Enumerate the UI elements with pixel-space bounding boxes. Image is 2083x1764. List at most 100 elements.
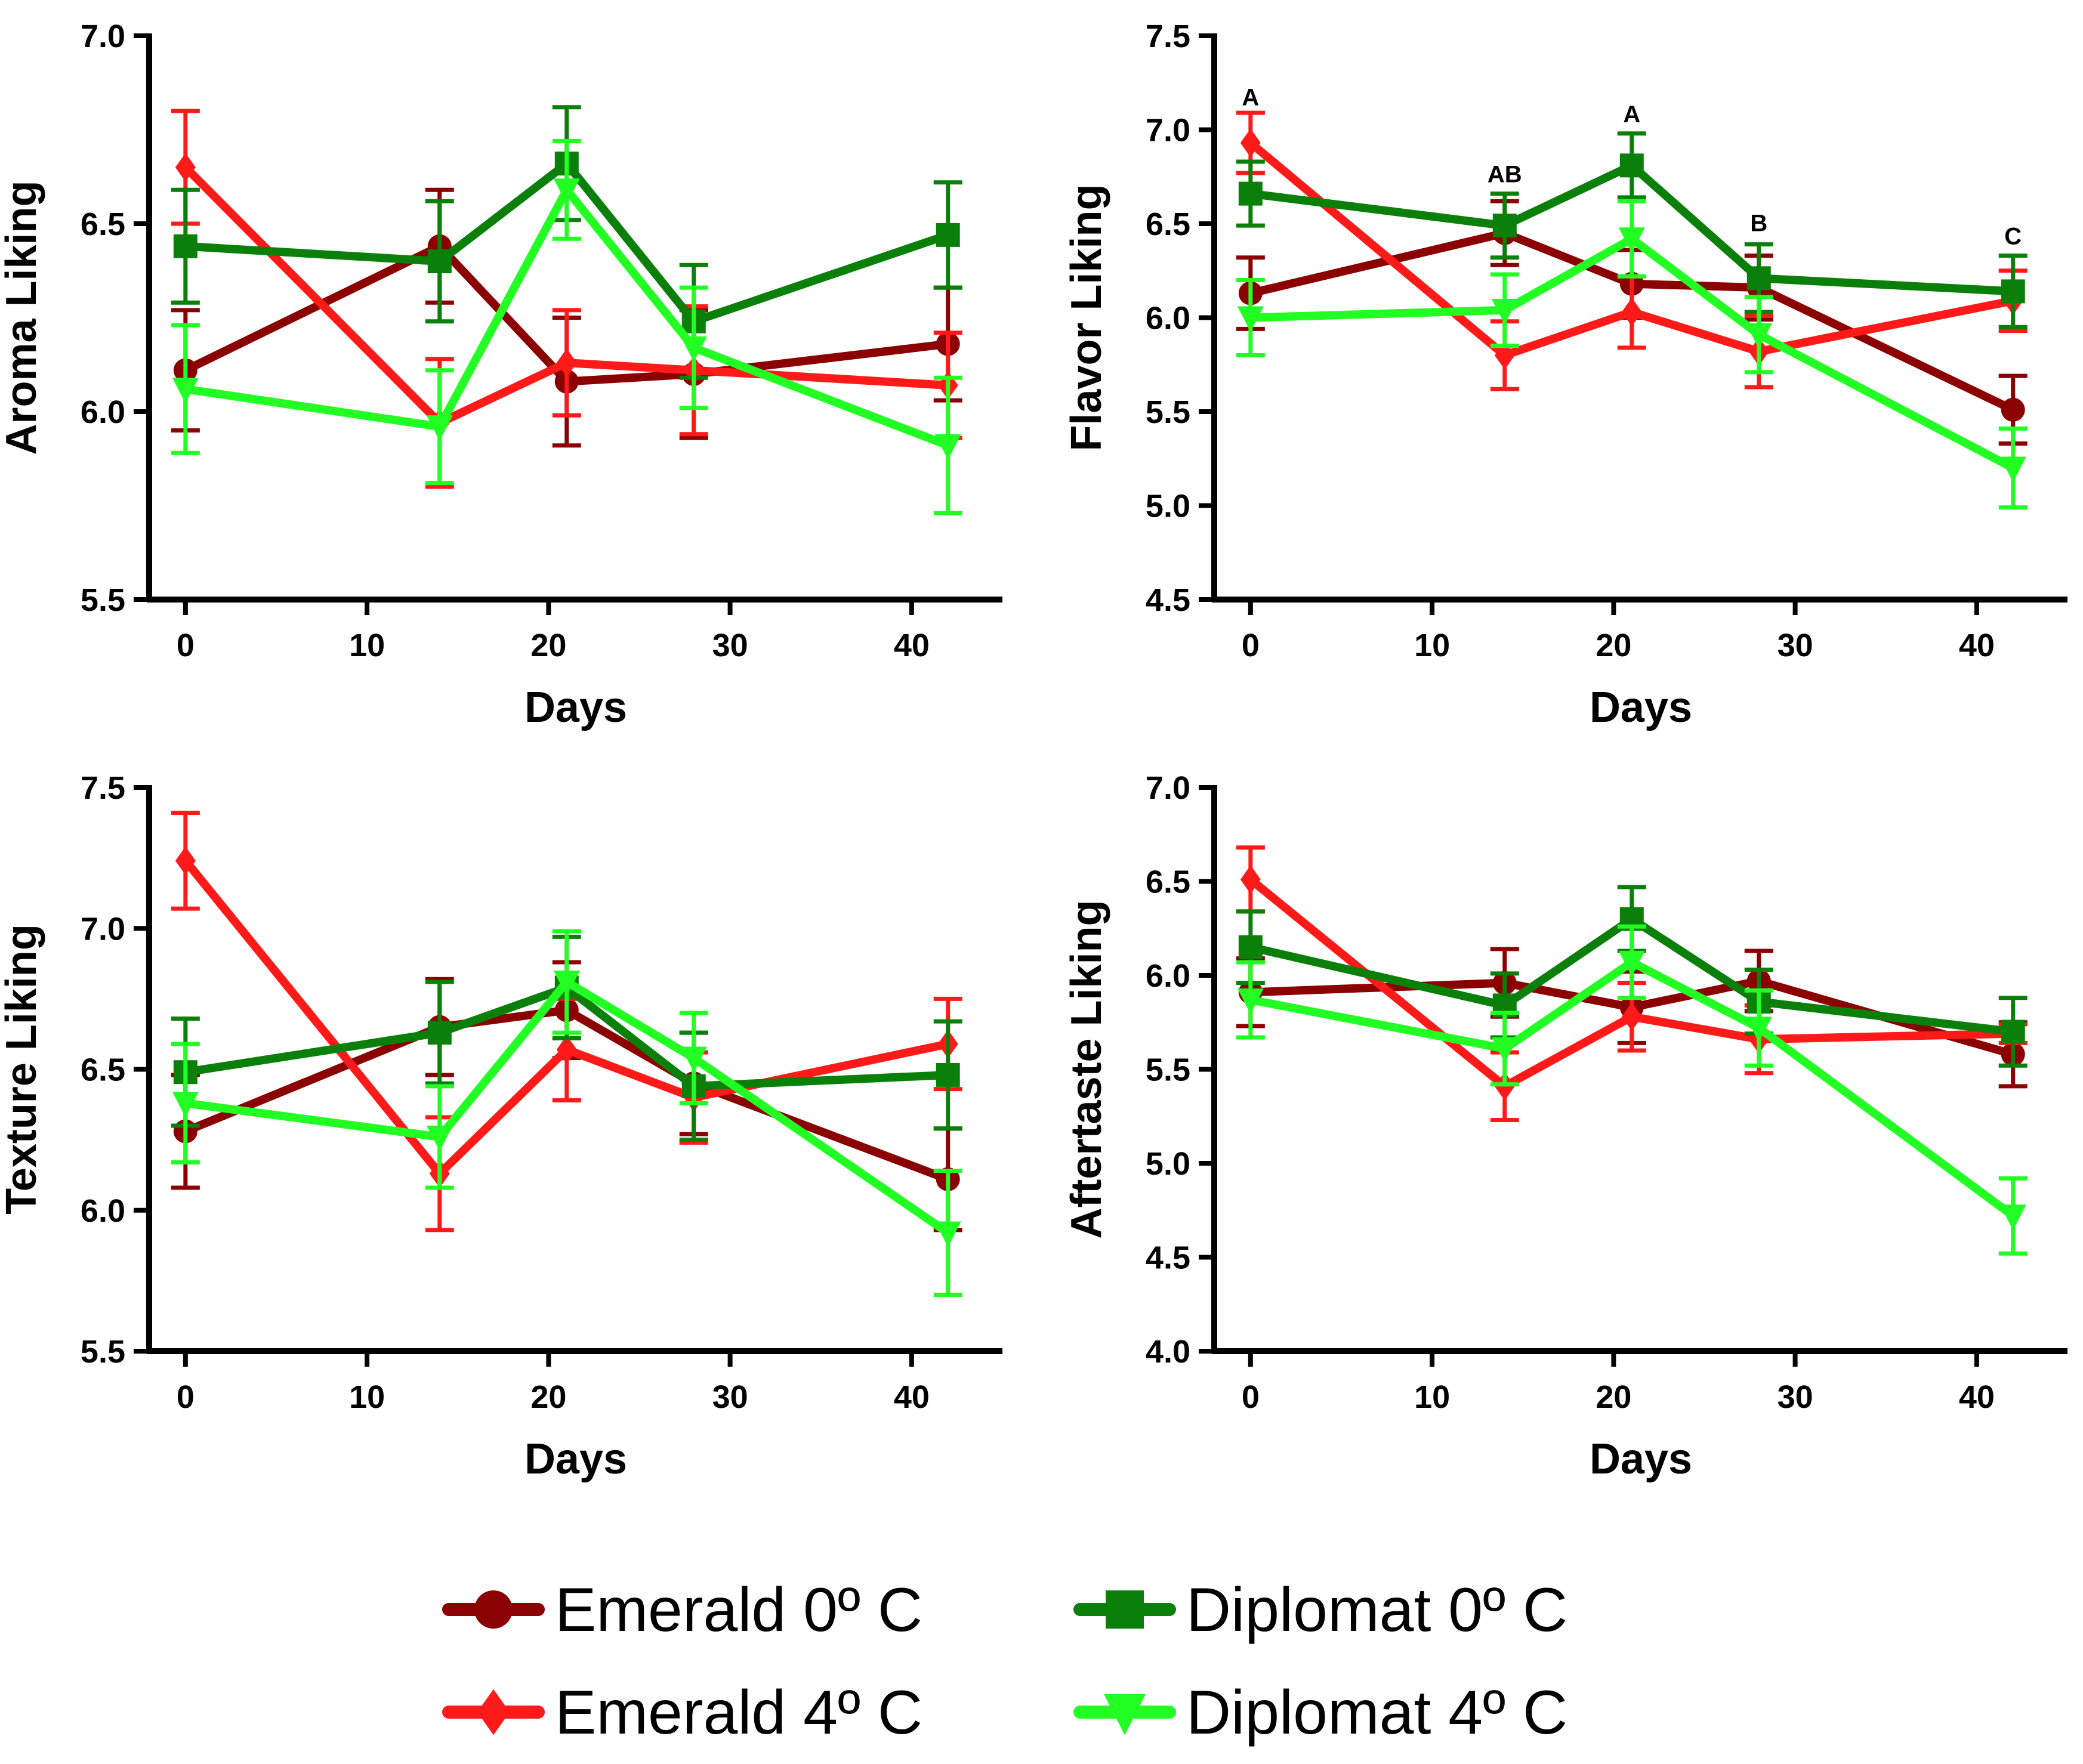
data-point: [553, 971, 580, 997]
data-point: [556, 348, 577, 378]
texture-ytick-label: 6.0: [81, 1193, 125, 1229]
aftertaste-ytick-label: 6.5: [1146, 864, 1190, 900]
aftertaste-x-axis-title: Days: [1590, 1435, 1692, 1483]
legend-marker: [1103, 1694, 1146, 1735]
data-point: [426, 415, 453, 441]
data-point: [2001, 279, 2025, 304]
data-point: [1240, 128, 1261, 157]
texture-ytick-label: 7.5: [81, 770, 125, 806]
data-point: [427, 249, 452, 273]
data-point: [1238, 935, 1263, 959]
texture-ytick-label: 6.5: [81, 1052, 125, 1088]
flavor-x-axis-title: Days: [1590, 684, 1692, 731]
data-point: [934, 1221, 961, 1247]
data-point: [175, 846, 196, 875]
flavor-xtick-label: 0: [1242, 628, 1260, 663]
aftertaste-ytick-label: 5.5: [1146, 1052, 1190, 1088]
flavor-chart: 4.5 5.0 5.5 6.0 6.5 7.0 7.5 0 10 20 30 40 Days Flavor…: [1063, 18, 2067, 731]
flavor-y-axis-title: Flavor Liking: [1063, 184, 1110, 451]
data-point: [1238, 181, 1263, 206]
data-point: [1999, 1204, 2026, 1231]
aftertaste-ytick-label: 7.0: [1146, 770, 1190, 806]
aroma-ytick-label: 6.0: [81, 394, 125, 430]
aroma-y-axis-title: Aroma Liking: [0, 180, 45, 455]
data-point: [1240, 865, 1261, 894]
data-point: [427, 1021, 452, 1045]
texture-xtick-label: 20: [530, 1379, 566, 1415]
aroma-xtick-label: 40: [894, 628, 930, 663]
texture-ytick-label: 7.0: [81, 911, 125, 947]
legend-marker: [1106, 1590, 1144, 1629]
aroma-ytick-label: 5.5: [81, 582, 125, 618]
aroma-ytick-label: 7.0: [81, 18, 125, 54]
aftertaste-ytick-label: 4.5: [1146, 1240, 1190, 1276]
data-point: [936, 223, 960, 247]
data-point: [936, 1062, 960, 1087]
aftertaste-xtick-label: 20: [1596, 1379, 1631, 1415]
aroma-ytick-label: 6.5: [81, 206, 125, 242]
aroma-xtick-label: 30: [712, 628, 748, 663]
flavor-series-diplomat-4-c: [1236, 199, 2028, 510]
legend-item: Emerald 4º C: [442, 1678, 922, 1747]
texture-x-axis-title: Days: [524, 1435, 627, 1483]
data-point: [1491, 298, 1518, 325]
legend-marker: [474, 1590, 513, 1629]
flavor-ytick-label: 4.5: [1146, 582, 1190, 618]
texture-chart: 5.5 6.0 6.5 7.0 7.5 0 10 20 30 40 Days Texture Liki…: [0, 770, 1002, 1483]
data-point: [680, 1046, 707, 1073]
flavor-ytick-label: 5.5: [1146, 394, 1190, 430]
aftertaste-ytick-label: 6.0: [1146, 958, 1190, 994]
texture-y-axis-title: Texture Liking: [0, 924, 45, 1215]
data-point: [175, 153, 196, 182]
aftertaste-xtick-label: 40: [1959, 1379, 1995, 1415]
flavor-ytick-label: 5.0: [1146, 489, 1190, 524]
aftertaste-ytick-label: 5.0: [1146, 1146, 1190, 1182]
texture-xtick-label: 30: [712, 1379, 748, 1415]
aroma-series-diplomat-4-c: [171, 138, 962, 515]
legend-marker: [477, 1689, 510, 1735]
data-point: [1621, 1002, 1642, 1031]
texture-xtick-label: 10: [349, 1379, 385, 1415]
legend-label: Emerald 0º C: [555, 1575, 922, 1645]
data-point: [556, 1035, 577, 1064]
aroma-xtick-label: 0: [177, 628, 195, 663]
aroma-x-axis-title: Days: [524, 684, 627, 731]
texture-ytick-label: 5.5: [81, 1334, 125, 1370]
data-point: [173, 234, 198, 258]
data-point: [1619, 153, 1644, 178]
data-point: [1237, 988, 1264, 1014]
legend-item: Diplomat 4º C: [1073, 1678, 1567, 1747]
legend-label: Emerald 4º C: [555, 1678, 922, 1747]
flavor-ytick-label: 6.5: [1146, 206, 1190, 242]
flavor-series-emerald-4-c: [1236, 110, 2028, 391]
flavor-significance-letter: A: [1623, 101, 1640, 128]
data-point: [1491, 1037, 1518, 1063]
data-point: [1492, 214, 1517, 238]
data-point: [680, 336, 707, 362]
data-point: [1746, 266, 1771, 291]
flavor-significance-letter: B: [1750, 211, 1767, 237]
aftertaste-xtick-label: 30: [1778, 1379, 1813, 1415]
aftertaste-xtick-label: 10: [1414, 1379, 1450, 1415]
data-point: [553, 178, 580, 205]
data-point: [2001, 397, 2025, 422]
data-point: [1745, 1017, 1772, 1043]
data-point: [426, 1125, 453, 1151]
flavor-significance-letter: AB: [1488, 162, 1522, 188]
aftertaste-series-diplomat-0-c: [1236, 885, 2028, 1068]
data-point: [1237, 306, 1264, 332]
data-point: [1621, 298, 1642, 327]
texture-xtick-label: 40: [894, 1379, 930, 1415]
aftertaste-ytick-label: 4.0: [1146, 1334, 1190, 1370]
data-point: [934, 434, 961, 460]
flavor-xtick-label: 10: [1414, 628, 1450, 663]
flavor-significance-letter: C: [2004, 224, 2022, 250]
flavor-xtick-label: 40: [1959, 628, 1995, 663]
data-point: [1618, 950, 1645, 977]
legend-item: Emerald 0º C: [442, 1575, 922, 1645]
aftertaste-xtick-label: 0: [1242, 1379, 1260, 1415]
flavor-significance-letter: A: [1242, 85, 1259, 111]
legend-item: Diplomat 0º C: [1073, 1575, 1567, 1645]
aroma-chart: 5.5 6.0 6.5 7.0 0 10 20 30 40 Days Aroma Liking: [0, 18, 1002, 731]
